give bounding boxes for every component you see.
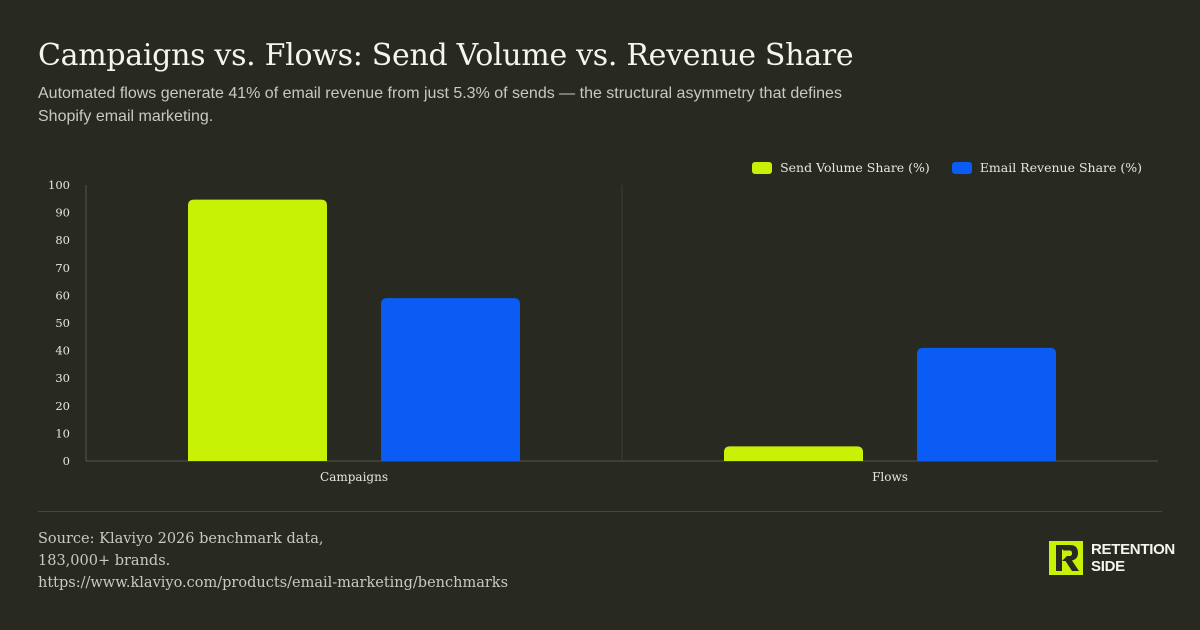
y-tick-label: 80 xyxy=(55,233,70,247)
bar-campaigns-send-volume xyxy=(188,199,327,462)
legend-swatch-revenue xyxy=(951,161,972,174)
source-url[interactable]: https://www.klaviyo.com/products/email-m… xyxy=(38,575,509,591)
legend-item-send-volume: Send Volume Share (%) xyxy=(752,160,930,175)
y-tick-label: 30 xyxy=(55,371,70,385)
source-note: Source: Klaviyo 2026 benchmark data, 183… xyxy=(38,528,538,594)
chart-subtitle: Automated flows generate 41% of email re… xyxy=(38,85,842,125)
y-tick-label: 40 xyxy=(55,344,70,358)
retention-side-logo-icon xyxy=(1049,541,1083,575)
footer-divider xyxy=(38,511,1162,512)
y-tick-label: 50 xyxy=(55,316,70,330)
source-text: Source: Klaviyo 2026 benchmark data, 183… xyxy=(38,531,324,569)
brand-name-line2: SIDE xyxy=(1091,558,1125,575)
chart-title: Campaigns vs. Flows: Send Volume vs. Rev… xyxy=(38,38,854,73)
y-tick-label: 20 xyxy=(55,399,70,413)
y-tick-label: 100 xyxy=(48,178,70,192)
brand-logo: RETENTION SIDE xyxy=(1049,541,1175,575)
legend-item-revenue: Email Revenue Share (%) xyxy=(951,160,1142,175)
y-tick-label: 70 xyxy=(55,261,70,275)
legend-swatch-send-volume xyxy=(752,161,773,174)
brand-name: RETENTION SIDE xyxy=(1091,541,1175,575)
x-tick-label-campaigns: Campaigns xyxy=(320,470,388,484)
legend-label-revenue: Email Revenue Share (%) xyxy=(979,160,1142,175)
bar-flows-send-volume xyxy=(724,446,863,461)
bar-campaigns-revenue xyxy=(381,298,520,461)
y-tick-label: 60 xyxy=(55,288,70,302)
brand-name-line1: RETENTION xyxy=(1091,541,1175,558)
chart-legend: Send Volume Share (%) Email Revenue Shar… xyxy=(752,160,1142,175)
y-tick-label: 10 xyxy=(55,426,70,440)
bar-flows-revenue xyxy=(917,347,1056,461)
y-tick-label: 90 xyxy=(55,206,70,220)
y-tick-label: 0 xyxy=(63,454,70,468)
legend-label-send-volume: Send Volume Share (%) xyxy=(780,160,930,175)
x-tick-label-flows: Flows xyxy=(872,470,908,484)
